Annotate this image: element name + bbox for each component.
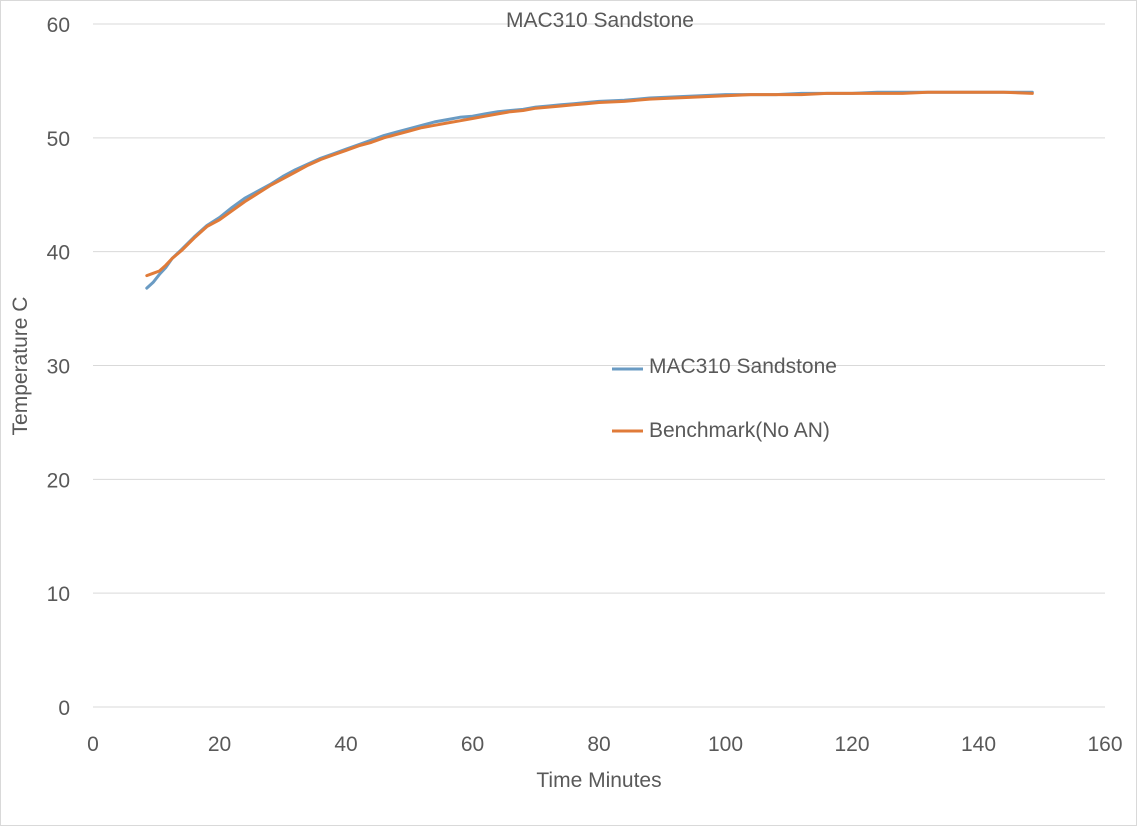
y-tick-label: 50 [47,128,70,151]
y-tick-label: 60 [47,14,70,37]
y-tick-label: 0 [58,697,70,720]
y-tick-labels: 0 10 20 30 40 50 60 [47,14,70,720]
x-axis-label: Time Minutes [536,769,661,792]
x-tick-label: 20 [208,733,231,756]
y-tick-label: 40 [47,242,70,265]
x-tick-label: 120 [834,733,869,756]
grid-layer [93,23,1105,708]
series-layer [145,90,1034,290]
chart-title: MAC310 Sandstone [506,9,694,32]
x-tick-label: 140 [961,733,996,756]
x-tick-label: 100 [708,733,743,756]
x-tick-label: 60 [461,733,484,756]
y-tick-label: 20 [47,469,70,492]
x-tick-label: 160 [1087,733,1122,756]
legend-label-mac310: MAC310 Sandstone [649,355,837,378]
legend: MAC310 Sandstone Benchmark(No AN) [612,355,837,442]
x-tick-label: 0 [87,733,99,756]
y-axis-label: Temperature C [9,297,32,436]
legend-label-benchmark: Benchmark(No AN) [649,419,830,442]
x-tick-label: 40 [334,733,357,756]
series-line-benchmark [145,90,1034,278]
x-tick-label: 80 [587,733,610,756]
y-tick-label: 30 [47,356,70,379]
y-tick-label: 10 [47,583,70,606]
x-tick-labels: 0 20 40 60 80 100 120 140 160 [87,733,1122,756]
